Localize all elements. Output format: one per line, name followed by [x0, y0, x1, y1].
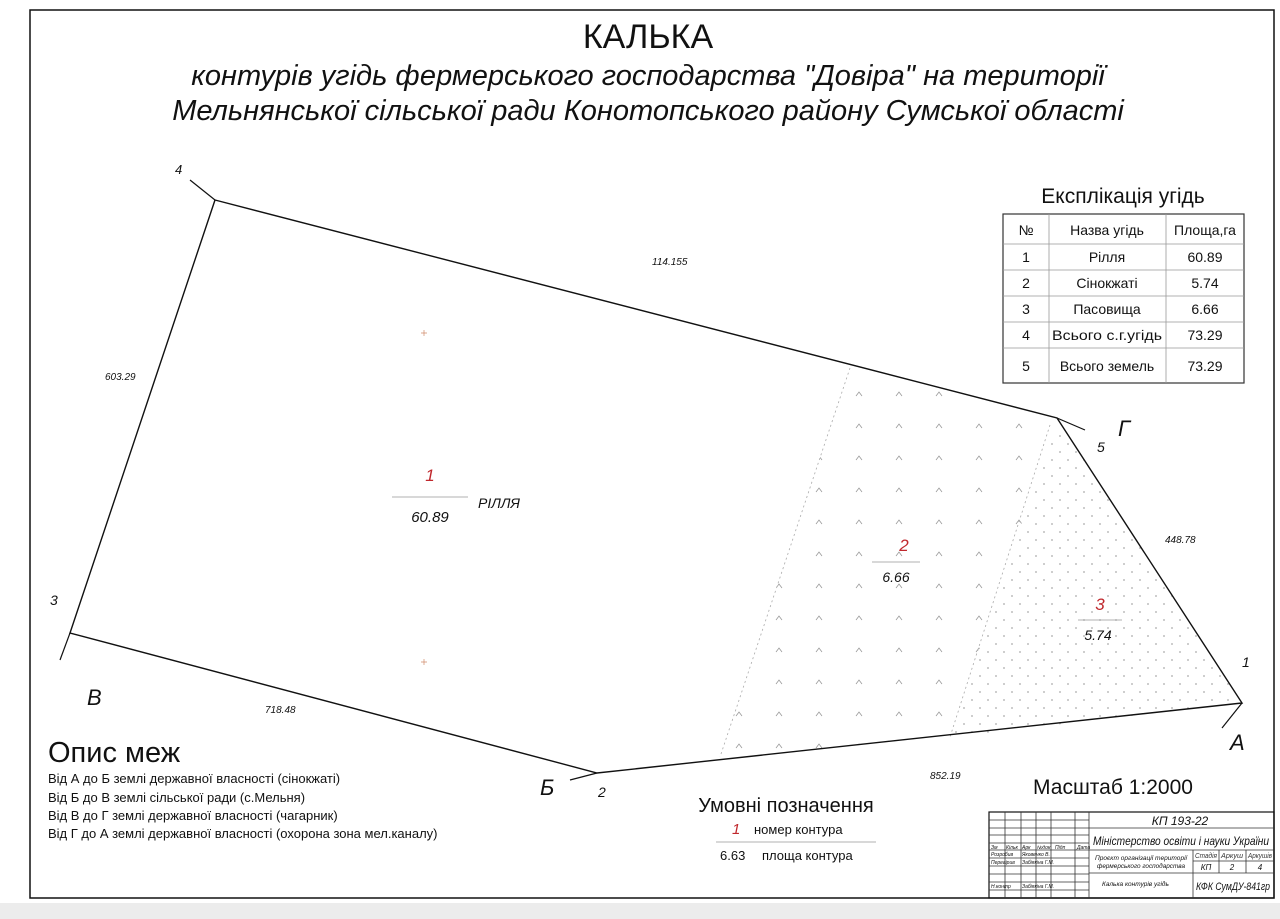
svg-text:номер контура: номер контура — [754, 822, 843, 837]
parcel-boundary — [69, 199, 1244, 774]
svg-text:Від Г до А землі державної вла: Від Г до А землі державної власності (ох… — [48, 826, 438, 841]
svg-text:Площа,га: Площа,га — [1174, 222, 1236, 238]
contour-1-label: 1 60.89 РІЛЛЯ — [392, 466, 520, 526]
point-1-label: 1 — [1242, 654, 1250, 670]
contour-divider-1-2 — [719, 367, 851, 758]
svg-text:Назва угідь: Назва угідь — [1070, 222, 1144, 238]
svg-text:Міністерство освіти і науки Ук: Міністерство освіти і науки України — [1093, 834, 1269, 848]
contour-3-dots — [950, 418, 1242, 737]
svg-text:Перевірив: Перевірив — [991, 860, 1015, 866]
svg-text:Яковенко В.: Яковенко В. — [1021, 852, 1050, 858]
svg-text:60.89: 60.89 — [411, 509, 449, 526]
point-A-label: А — [1228, 730, 1245, 755]
svg-text:Від Б до В землі сільської рад: Від Б до В землі сільської ради (с.Мельн… — [48, 790, 305, 805]
svg-text:РІЛЛЯ: РІЛЛЯ — [478, 495, 520, 511]
svg-text:73.29: 73.29 — [1187, 358, 1222, 374]
svg-text:1: 1 — [732, 821, 740, 838]
svg-text:73.29: 73.29 — [1187, 327, 1222, 343]
scale-label: Масштаб 1:2000 — [1033, 776, 1193, 799]
title-block: КП 193-22 Міністерство освіти і науки Ук… — [988, 811, 1275, 899]
title-line2: Мельнянської сільської ради Конотопськог… — [172, 95, 1125, 127]
svg-text:Калька контурів угідь: Калька контурів угідь — [1102, 880, 1169, 888]
svg-text:Аркушів: Аркушів — [1247, 852, 1272, 860]
bottom-margin — [0, 903, 1280, 919]
svg-text:4: 4 — [1258, 863, 1263, 872]
svg-text:4: 4 — [1022, 327, 1030, 343]
point-4-label: 4 — [175, 162, 182, 177]
explication-title: Експлікація угідь — [1041, 185, 1205, 208]
svg-text:Умовні позначення: Умовні позначення — [698, 795, 873, 817]
explication-table: Експлікація угідь № Назва угідь Площа,га… — [1002, 185, 1245, 384]
vertex-leaders — [59, 179, 1243, 781]
svg-text:Кільк: Кільк — [1006, 845, 1019, 851]
svg-text:Від А до Б землі державної вла: Від А до Б землі державної власності (сі… — [48, 771, 340, 786]
svg-text:1: 1 — [1022, 249, 1030, 265]
svg-text:Сінокжаті: Сінокжаті — [1076, 275, 1137, 291]
svg-text:Н.контр: Н.контр — [991, 884, 1011, 890]
svg-text:№: № — [1018, 222, 1033, 238]
svg-text:1: 1 — [425, 466, 434, 485]
svg-text:Аркуш: Аркуш — [1220, 853, 1243, 860]
svg-text:3: 3 — [1022, 301, 1030, 317]
svg-text:60.89: 60.89 — [1187, 249, 1222, 265]
contour-2-label: 2 6.66 — [872, 536, 920, 585]
svg-text:6.66: 6.66 — [882, 569, 909, 585]
sheet-frame — [29, 9, 1275, 899]
title-main: КАЛЬКА — [583, 18, 714, 56]
svg-text:Стадія: Стадія — [1195, 852, 1217, 860]
svg-text:Дата: Дата — [1076, 845, 1090, 851]
svg-text:КП 193-22: КП 193-22 — [1152, 814, 1209, 828]
svg-text:6.66: 6.66 — [1191, 301, 1218, 317]
svg-text:2: 2 — [1022, 275, 1030, 291]
svg-text:5.74: 5.74 — [1191, 275, 1218, 291]
point-2-label: 2 — [597, 784, 606, 800]
dim-bottom-right: 852.19 — [930, 771, 961, 782]
svg-text:Арк: Арк — [1021, 845, 1031, 851]
svg-text:3: 3 — [1095, 595, 1105, 614]
dim-right: 448.78 — [1165, 535, 1196, 546]
svg-text:Забіякіна Г.М.: Забіякіна Г.М. — [1022, 884, 1054, 890]
dim-bottom-left: 718.48 — [265, 705, 296, 716]
svg-text:№док: №док — [1037, 845, 1051, 851]
point-5-label: 5 — [1097, 439, 1105, 455]
svg-text:Від В до Г землі державної вла: Від В до Г землі державної власності (ча… — [48, 808, 338, 823]
svg-text:Всього земель: Всього земель — [1060, 358, 1154, 374]
svg-text:Проєкт організації території: Проєкт організації території — [1095, 854, 1189, 862]
point-V-label: В — [87, 685, 102, 710]
dim-left: 603.29 — [105, 372, 136, 383]
svg-text:КФК СумДУ-841гр: КФК СумДУ-841гр — [1196, 881, 1270, 893]
svg-text:6.63: 6.63 — [720, 848, 745, 863]
svg-text:КП: КП — [1201, 863, 1212, 872]
svg-text:Зм: Зм — [991, 845, 998, 851]
svg-text:2: 2 — [1229, 863, 1235, 872]
svg-text:Рілля: Рілля — [1089, 249, 1125, 265]
point-G-label: Г — [1118, 416, 1132, 441]
point-B-label: Б — [540, 775, 554, 800]
svg-text:Всього с.г.угідь: Всього с.г.угідь — [1052, 327, 1162, 343]
svg-text:фермерського господарства: фермерського господарства — [1097, 862, 1185, 870]
legend: Умовні позначення 1 номер контура 6.63 п… — [698, 795, 876, 863]
svg-text:площа контура: площа контура — [762, 848, 853, 863]
svg-text:2: 2 — [898, 536, 909, 555]
contour-2-hatch — [720, 368, 1057, 757]
svg-text:5: 5 — [1022, 358, 1030, 374]
svg-text:Забіякіна Г.М.: Забіякіна Г.М. — [1022, 860, 1054, 866]
title-line1: контурів угідь фермерського господарства… — [191, 60, 1108, 92]
survey-marks — [421, 330, 427, 665]
contour-3-label: 3 5.74 — [1078, 595, 1122, 643]
svg-text:Опис меж: Опис меж — [48, 737, 181, 769]
svg-text:Пасовища: Пасовища — [1073, 301, 1141, 317]
point-3-label: 3 — [50, 592, 58, 608]
svg-text:5.74: 5.74 — [1084, 627, 1111, 643]
svg-text:Підп: Підп — [1055, 845, 1065, 851]
dim-top: 114.155 — [652, 257, 688, 268]
boundary-description: Опис меж Від А до Б землі державної влас… — [48, 737, 438, 841]
svg-text:Розробив: Розробив — [991, 852, 1013, 858]
